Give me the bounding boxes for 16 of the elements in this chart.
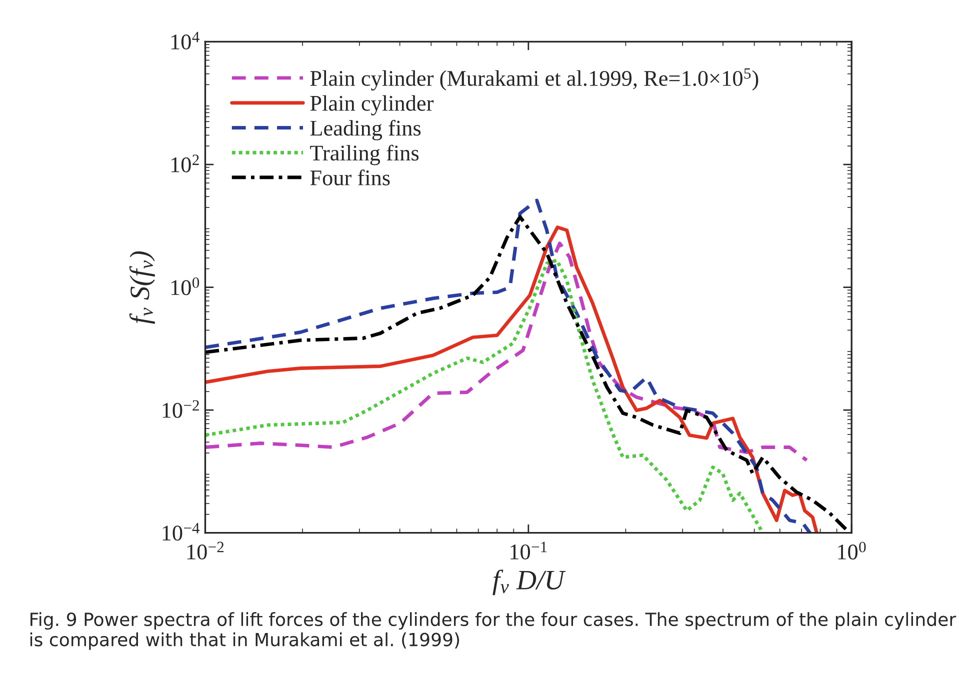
x-tick-label: 10$^{−2}$ xyxy=(187,542,224,560)
y-tick-label: 10$^{−4}$ xyxy=(162,522,200,541)
y-tick-label: 10$^{4}$ xyxy=(171,32,200,50)
legend-label: Trailing fins xyxy=(310,144,419,166)
y-axis-title: f$_{v}$ S(f$_{v}$) xyxy=(129,251,155,324)
x-axis-title: f$_{v}$ D/U xyxy=(492,570,566,596)
caption: Fig. 9 Power spectra of lift forces of the cylinders for the four cases. The spectrum of the plain cylinder is compared with that in Murakami et al. (1999) xyxy=(30,612,956,650)
legend-label: Plain cylinder xyxy=(310,95,434,116)
legend-label: Plain cylinder (Murakami et al.1999, Re=1.0×10$^{5}$) xyxy=(310,68,758,91)
x-tick-label: 10$^{0}$ xyxy=(838,542,866,560)
y-tick-label: 10$^{−2}$ xyxy=(162,400,199,418)
y-tick-label: 10$^{0}$ xyxy=(171,277,200,296)
y-tick-label: 10$^{2}$ xyxy=(171,154,199,172)
legend-label: Leading fins xyxy=(310,120,421,140)
legend-label: Four fins xyxy=(310,170,390,186)
x-tick-label: 10$^{−1}$ xyxy=(510,542,547,560)
